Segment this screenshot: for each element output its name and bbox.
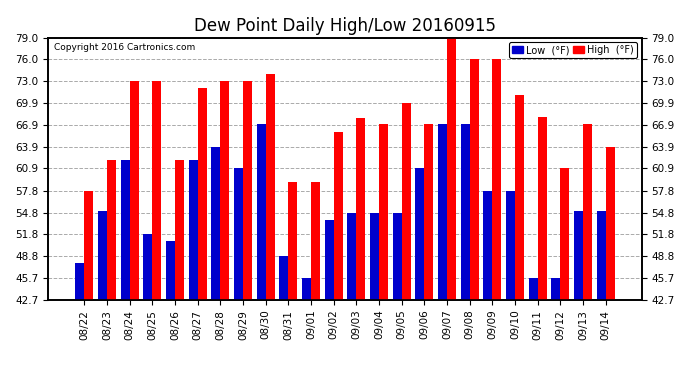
Bar — [107, 160, 116, 300]
Bar — [415, 168, 424, 300]
Bar — [302, 278, 311, 300]
Title: Dew Point Daily High/Low 20160915: Dew Point Daily High/Low 20160915 — [194, 16, 496, 34]
Bar — [424, 124, 433, 300]
Bar — [470, 59, 479, 300]
Bar — [152, 81, 161, 300]
Bar — [574, 211, 583, 300]
Bar — [356, 118, 366, 300]
Bar — [551, 278, 560, 300]
Bar — [75, 263, 84, 300]
Bar — [597, 211, 606, 300]
Bar — [583, 124, 592, 300]
Bar — [506, 191, 515, 300]
Bar — [144, 234, 152, 300]
Legend: Low  (°F), High  (°F): Low (°F), High (°F) — [509, 42, 637, 58]
Bar — [334, 132, 343, 300]
Bar — [288, 182, 297, 300]
Text: Copyright 2016 Cartronics.com: Copyright 2016 Cartronics.com — [55, 43, 195, 52]
Bar — [402, 103, 411, 300]
Bar — [483, 191, 493, 300]
Bar — [438, 124, 447, 300]
Bar — [98, 211, 107, 300]
Bar — [311, 182, 320, 300]
Bar — [493, 59, 502, 300]
Bar — [197, 88, 207, 300]
Bar — [538, 117, 546, 300]
Bar — [370, 213, 379, 300]
Bar — [560, 168, 569, 300]
Bar — [166, 241, 175, 300]
Bar — [324, 220, 334, 300]
Bar — [279, 256, 288, 300]
Bar — [188, 160, 197, 300]
Bar — [447, 38, 456, 300]
Bar — [121, 160, 130, 300]
Bar — [234, 168, 243, 300]
Bar — [606, 147, 615, 300]
Bar — [175, 160, 184, 300]
Bar — [243, 81, 252, 300]
Bar — [84, 191, 93, 300]
Bar — [347, 213, 356, 300]
Bar — [461, 124, 470, 300]
Bar — [529, 278, 538, 300]
Bar — [211, 147, 220, 300]
Bar — [130, 81, 139, 300]
Bar — [266, 74, 275, 300]
Bar — [379, 124, 388, 300]
Bar — [515, 95, 524, 300]
Bar — [220, 81, 229, 300]
Bar — [257, 124, 266, 300]
Bar — [393, 213, 402, 300]
